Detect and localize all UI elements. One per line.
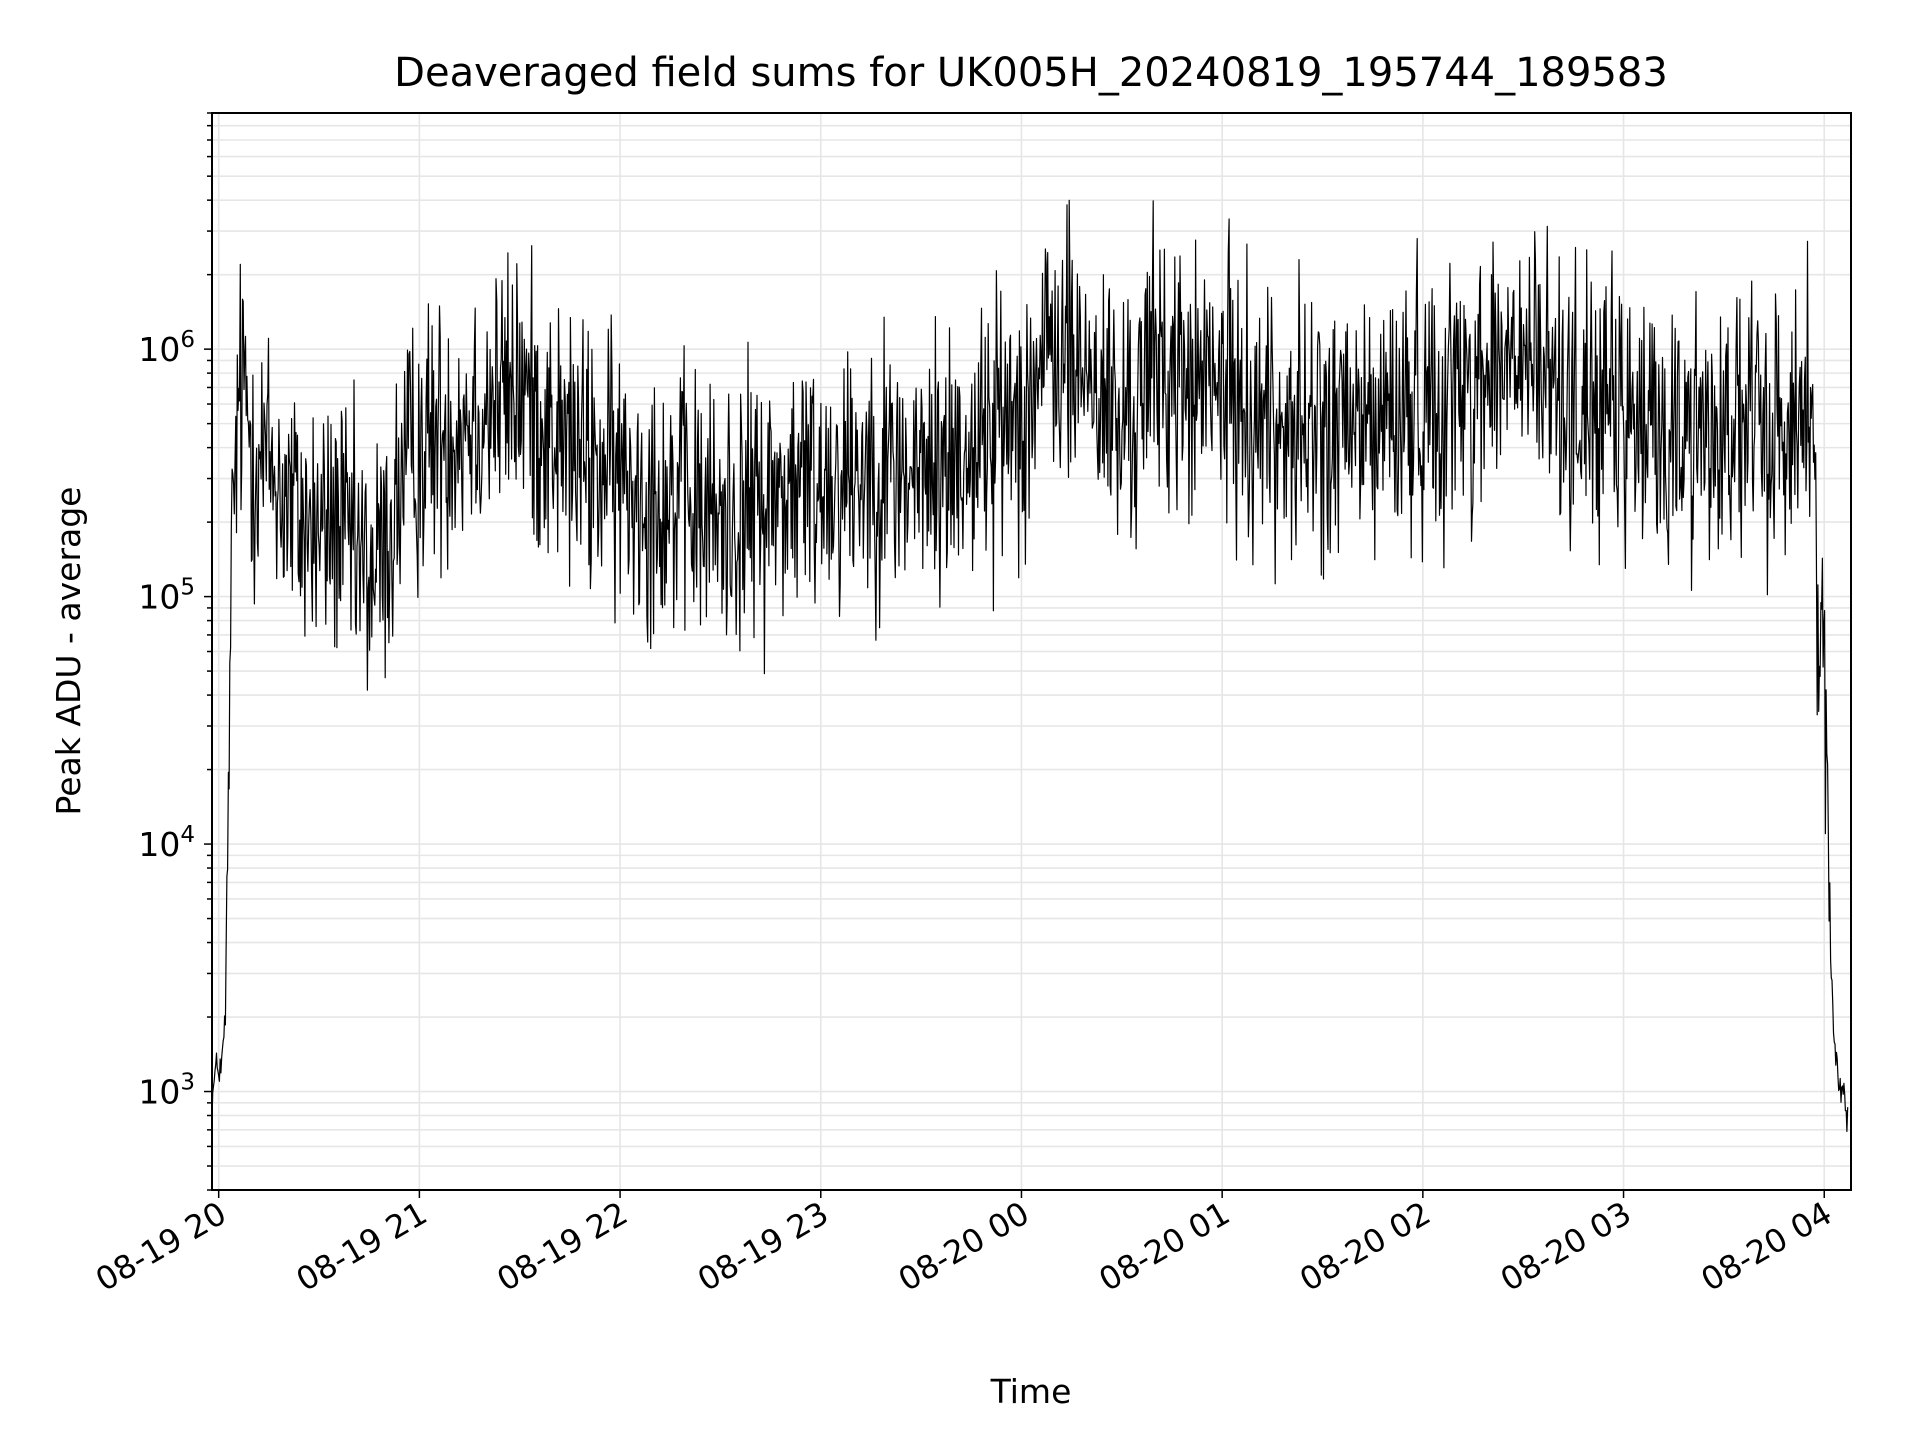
y-tick-label: 103 [138, 1070, 195, 1112]
y-tick-base: 10 [138, 1073, 180, 1112]
y-tick-base: 10 [138, 578, 180, 617]
y-tick-label: 106 [138, 327, 195, 369]
y-tick-base: 10 [138, 825, 180, 864]
y-tick-exponent: 6 [180, 327, 195, 353]
chart-title: Deaveraged field sums for UK005H_2024081… [394, 50, 1668, 96]
series-line [212, 199, 1849, 1133]
plot-area [212, 199, 1849, 1133]
y-tick-label: 104 [138, 822, 195, 864]
y-axis-label: Peak ADU - average [49, 487, 88, 816]
grid [212, 112, 1851, 1191]
y-tick-exponent: 3 [180, 1070, 195, 1096]
y-tick-exponent: 4 [180, 822, 195, 848]
y-tick-label: 105 [138, 575, 195, 617]
y-tick-base: 10 [138, 330, 180, 369]
x-axis-label: Time [990, 1372, 1072, 1411]
y-tick-exponent: 5 [180, 575, 195, 601]
